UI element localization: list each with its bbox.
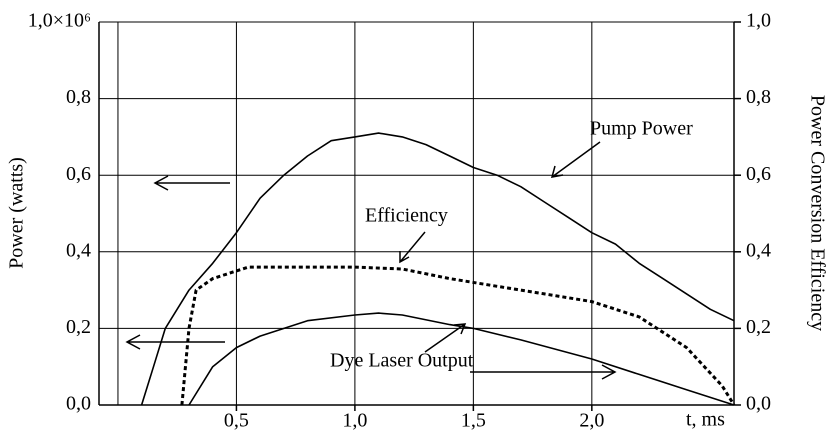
y2-tick-label: 0,4 <box>746 239 771 261</box>
y-tick-label: 0,6 <box>66 163 91 185</box>
y-tick-label: 0,8 <box>66 86 91 108</box>
arrow <box>399 231 426 264</box>
y2-tick-label: 1,0 <box>746 10 771 32</box>
x-tick-label: 1,5 <box>461 410 486 432</box>
x-tick-label: 1,0 <box>342 410 367 432</box>
y-tick-label: 0,4 <box>66 239 91 261</box>
arrows <box>125 141 617 380</box>
series-label: Pump Power <box>590 118 693 140</box>
y2-tick-label: 0,2 <box>746 316 771 338</box>
series-label: Dye Laser Output <box>330 350 474 372</box>
y2-tick-label: 0,8 <box>746 86 771 108</box>
x-tick-label: 2,0 <box>579 410 604 432</box>
series-line <box>188 312 735 406</box>
y2-tick-label: 0,0 <box>746 393 771 415</box>
y-tick-label: 0,2 <box>66 316 91 338</box>
series-line <box>140 132 735 406</box>
x-tick-label: 0,5 <box>224 410 249 432</box>
y-axis-label: Power (watts) <box>6 157 28 269</box>
series-label: Efficiency <box>365 205 448 227</box>
arrow <box>470 364 617 380</box>
series-line <box>180 265 736 406</box>
arrow <box>125 334 225 350</box>
y2-axis-label: Power Conversion Efficiency <box>806 95 828 331</box>
y2-tick-label: 0,6 <box>746 163 771 185</box>
y-tick-label: 0,0 <box>66 393 91 415</box>
x-axis-label: t, ms <box>686 409 725 431</box>
arrow <box>153 175 230 191</box>
arrow <box>550 141 601 178</box>
y-tick-label: 1,0×10⁶ <box>28 10 91 32</box>
